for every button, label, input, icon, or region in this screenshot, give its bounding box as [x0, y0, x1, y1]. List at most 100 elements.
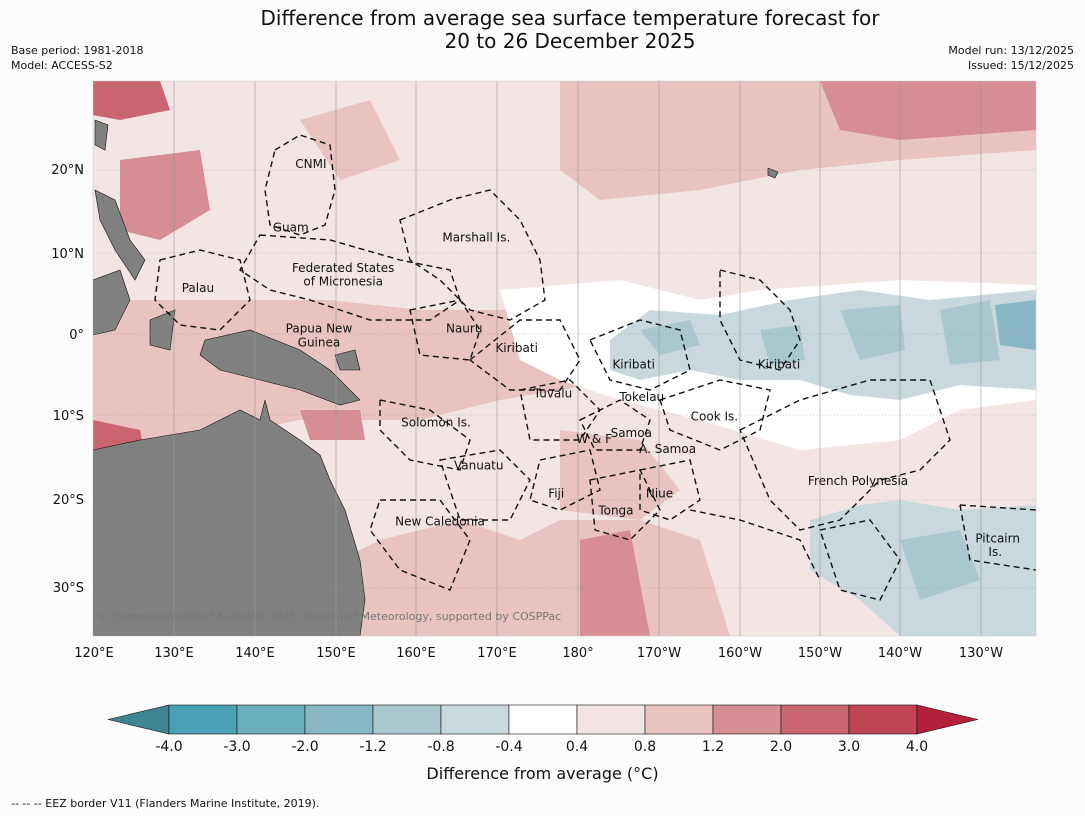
colorbar-tick-label: -3.0	[223, 739, 250, 755]
region-label: Kiribati	[612, 358, 654, 372]
lon-tick-labels: 120°E 130°E 140°E 150°E 160°E 170°E 180°…	[74, 646, 1003, 661]
region-label: Cook Is.	[691, 410, 738, 424]
map-frame	[92, 80, 1037, 637]
lon-tick-label: 130°E	[154, 646, 194, 661]
lat-tick-label: 30°S	[53, 581, 84, 596]
hawaii-land	[767, 167, 779, 179]
lat-tick-label: 10°S	[53, 409, 84, 424]
region-label: Papua New	[286, 321, 353, 335]
base-period-text: Base period: 1981-2018	[11, 44, 144, 57]
colorbar-tick-label: -0.4	[495, 739, 522, 755]
colorbar-segment	[780, 704, 850, 735]
eez-borders	[154, 134, 1036, 601]
lat-tick-label: 0°	[69, 328, 84, 343]
region-label: Niue	[646, 486, 673, 500]
colorbar-segment	[440, 704, 510, 735]
graticule	[93, 81, 1036, 636]
lon-tick-label: 150°W	[798, 646, 842, 661]
region-label: Guinea	[298, 335, 341, 349]
colorbar-tick-label: -2.0	[291, 739, 318, 755]
region-label: Tuvalu	[533, 387, 573, 401]
colorbar-segment	[712, 704, 782, 735]
title-line-1: Difference from average sea surface temp…	[260, 6, 880, 30]
colorbar-tick-label: -4.0	[155, 739, 182, 755]
region-label: W & F	[576, 432, 612, 446]
region-label: CNMI	[295, 157, 326, 171]
new-guinea-land	[199, 329, 361, 406]
philippines-land	[94, 189, 146, 281]
lon-tick-label: 170°E	[477, 646, 517, 661]
lat-tick-label: 10°N	[51, 247, 84, 262]
model-run-text: Model run: 13/12/2025	[948, 44, 1074, 57]
region-label: Vanuatu	[454, 458, 504, 472]
colorbar-segment	[508, 704, 578, 735]
region-label: Tonga	[597, 504, 633, 518]
region-label: Kiribati	[495, 341, 537, 355]
lon-tick-label: 180°	[562, 646, 593, 661]
colorbar-tick-label: 4.0	[906, 739, 928, 755]
lat-tick-label: 20°N	[51, 163, 84, 178]
colorbar-segment	[848, 704, 918, 735]
colorbar-segment	[168, 704, 238, 735]
lon-tick-label: 130°W	[959, 646, 1003, 661]
region-label: Solomon Is.	[401, 415, 471, 429]
colorbar-segment	[236, 704, 306, 735]
colorbar-tick-label: -0.8	[427, 739, 454, 755]
map-title: Difference from average sea surface temp…	[0, 7, 1085, 53]
region-label: Tokelau	[618, 390, 664, 404]
colorbar-tick-label: 2.0	[770, 739, 792, 755]
new-britain-land	[334, 349, 361, 371]
lon-tick-label: 120°E	[74, 646, 114, 661]
colorbar-label: Difference from average (°C)	[426, 764, 659, 783]
lat-tick-labels: 20°N 10°N 0° 10°S 20°S 30°S	[51, 163, 84, 596]
region-label: Palau	[182, 281, 214, 295]
region-label: Samoa	[611, 426, 652, 440]
region-label: New Caledonia	[395, 514, 485, 528]
lon-tick-label: 170°W	[637, 646, 681, 661]
colorbar-under-arrow	[107, 704, 170, 735]
colorbar-tick-label: 0.8	[634, 739, 656, 755]
colorbar-segment	[644, 704, 714, 735]
australia-land	[93, 399, 366, 636]
region-label: Pitcairn	[975, 532, 1020, 546]
region-label: A. Samoa	[639, 442, 696, 456]
lon-tick-label: 140°W	[878, 646, 922, 661]
lat-tick-label: 20°S	[53, 493, 84, 508]
issued-text: Issued: 15/12/2025	[967, 59, 1074, 72]
region-label: Federated States	[292, 261, 394, 275]
colorbar-segment	[576, 704, 646, 735]
lon-tick-label: 150°E	[316, 646, 356, 661]
colorbar-tick-label: -1.2	[359, 739, 386, 755]
borneo-land	[93, 269, 131, 336]
copyright-text: © Commonwealth of Australia 2025, Bureau…	[98, 610, 561, 623]
title-line-2: 20 to 26 December 2025	[444, 29, 696, 53]
colorbar-tick-label: 1.2	[702, 739, 724, 755]
region-label: Fiji	[548, 486, 564, 500]
taiwan-land	[94, 119, 109, 151]
model-text: Model: ACCESS-S2	[11, 59, 113, 72]
meta-left: Base period: 1981-2018 Model: ACCESS-S2	[11, 43, 143, 73]
lon-tick-label: 160°E	[396, 646, 436, 661]
region-label: Nauru	[446, 321, 482, 335]
land-masses	[93, 119, 779, 636]
colorbar-tick-label: 0.4	[566, 739, 588, 755]
colorbar-segment	[372, 704, 442, 735]
colorbar-segment	[304, 704, 374, 735]
region-label: Kiribati	[758, 358, 800, 372]
meta-right: Model run: 13/12/2025 Issued: 15/12/2025	[948, 43, 1074, 73]
region-label: Marshall Is.	[442, 231, 510, 245]
colorbar	[107, 704, 979, 735]
region-label: of Micronesia	[303, 274, 383, 288]
region-label: Is.	[988, 545, 1002, 559]
region-label: French Polynesia	[808, 474, 908, 488]
colorbar-tick-labels: -4.0 -3.0 -2.0 -1.2 -0.8 -0.4 0.4 0.8 1.2 2.0 3.0 4…	[155, 739, 928, 755]
colorbar-over-arrow	[916, 704, 979, 735]
eez-legend-text: -- -- -- EEZ border V11 (Flanders Marine…	[11, 797, 320, 810]
lon-tick-label: 160°W	[718, 646, 762, 661]
sulawesi-land	[149, 309, 176, 351]
region-label: Guam	[273, 221, 309, 235]
lon-tick-label: 140°E	[235, 646, 275, 661]
